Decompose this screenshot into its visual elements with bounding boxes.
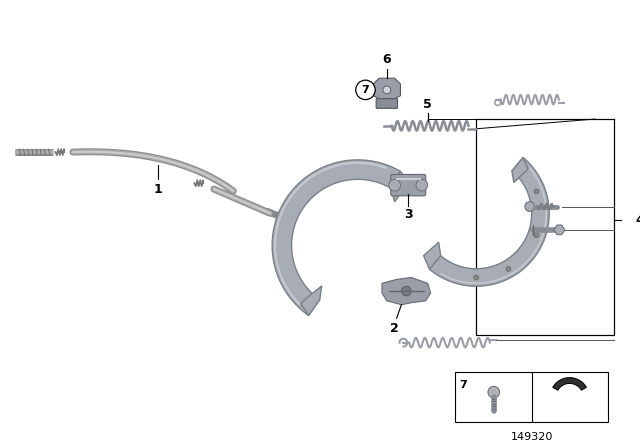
Circle shape xyxy=(474,275,479,280)
Polygon shape xyxy=(424,242,441,269)
Bar xyxy=(455,372,609,422)
Text: 5: 5 xyxy=(423,98,432,111)
Polygon shape xyxy=(382,277,431,305)
Text: 7: 7 xyxy=(460,379,467,390)
Text: 149320: 149320 xyxy=(511,432,553,442)
Polygon shape xyxy=(391,171,408,202)
Circle shape xyxy=(488,386,500,398)
Circle shape xyxy=(401,286,411,296)
Polygon shape xyxy=(512,158,528,182)
FancyBboxPatch shape xyxy=(391,174,426,196)
Text: 7: 7 xyxy=(362,85,369,95)
Circle shape xyxy=(356,80,375,99)
Text: 4: 4 xyxy=(636,214,640,227)
Circle shape xyxy=(416,179,428,191)
FancyBboxPatch shape xyxy=(376,99,397,108)
Text: 6: 6 xyxy=(383,52,391,65)
Circle shape xyxy=(534,233,539,238)
Circle shape xyxy=(525,202,534,211)
Polygon shape xyxy=(554,225,564,235)
Polygon shape xyxy=(272,160,401,315)
Circle shape xyxy=(388,179,401,191)
Text: 3: 3 xyxy=(404,208,413,221)
Circle shape xyxy=(534,189,539,194)
Text: 1: 1 xyxy=(154,183,163,196)
Polygon shape xyxy=(429,158,549,286)
Polygon shape xyxy=(373,78,401,99)
Bar xyxy=(476,119,614,335)
Circle shape xyxy=(383,86,391,94)
Polygon shape xyxy=(553,378,586,390)
Text: 2: 2 xyxy=(390,322,399,335)
Circle shape xyxy=(506,267,511,271)
Polygon shape xyxy=(301,286,322,315)
